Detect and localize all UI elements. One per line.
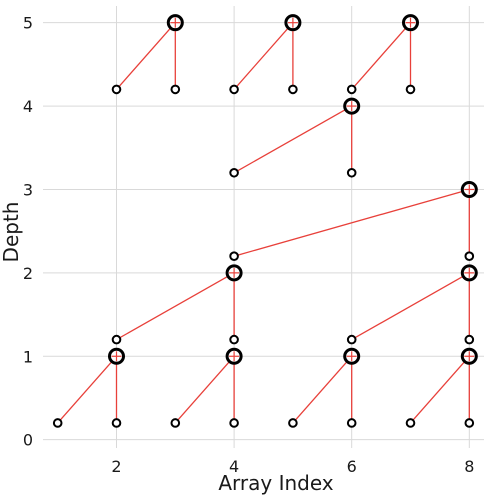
x-axis-label: Array Index <box>218 471 333 495</box>
leaf-node-point <box>229 418 239 428</box>
leaf-node-point <box>346 418 357 428</box>
leaf-node-point <box>464 334 475 345</box>
tree-edge <box>351 272 470 341</box>
tree-edges <box>57 22 470 424</box>
leaf-node-point <box>111 418 122 428</box>
tree-edge <box>57 355 117 424</box>
leaf-node-point <box>464 251 475 261</box>
y-tick-label: 2 <box>23 264 33 283</box>
tree-edge <box>351 22 411 90</box>
leaf-node-point <box>170 418 181 428</box>
tick-labels: 2 4 6 8 0 1 2 3 4 5 <box>23 14 475 476</box>
leaf-node-point <box>346 334 357 345</box>
y-axis-label: Depth <box>0 202 23 263</box>
leaf-node-point <box>288 84 298 95</box>
leaf-node-point <box>405 84 416 95</box>
x-tick-label: 6 <box>347 457 357 476</box>
leaf-node-point <box>346 167 357 178</box>
leaf-node-point <box>229 334 239 345</box>
leaf-node-point <box>464 418 475 428</box>
y-tick-label: 0 <box>23 431 33 450</box>
leaf-node-point <box>229 84 239 95</box>
leaf-node-point <box>111 84 122 95</box>
tree-edge <box>116 22 176 90</box>
leaf-node-point <box>346 84 357 95</box>
tree-edge <box>116 272 235 341</box>
y-tick-label: 4 <box>23 97 33 116</box>
leaf-node-point <box>405 418 416 428</box>
x-tick-label: 4 <box>229 457 239 476</box>
tree-edge <box>233 188 470 257</box>
y-tick-label: 1 <box>23 347 33 366</box>
tree-edge <box>292 355 353 424</box>
leaf-node-point <box>288 418 298 428</box>
x-tick-label: 2 <box>111 457 121 476</box>
leaf-node-point <box>229 251 239 261</box>
y-tick-label: 3 <box>23 180 33 199</box>
grid-lines <box>43 6 484 448</box>
y-tick-label: 5 <box>23 14 33 33</box>
leaf-node-point <box>52 418 63 428</box>
x-tick-label: 8 <box>464 457 474 476</box>
tree-edge <box>174 355 235 424</box>
leaf-node-point <box>170 84 181 95</box>
tree-edge <box>233 105 353 174</box>
leaf-node-point <box>229 167 239 178</box>
tree-edge <box>233 22 294 90</box>
tree-edge <box>410 355 470 424</box>
leaf-node-point <box>111 334 122 345</box>
tree-nodes <box>52 14 478 428</box>
